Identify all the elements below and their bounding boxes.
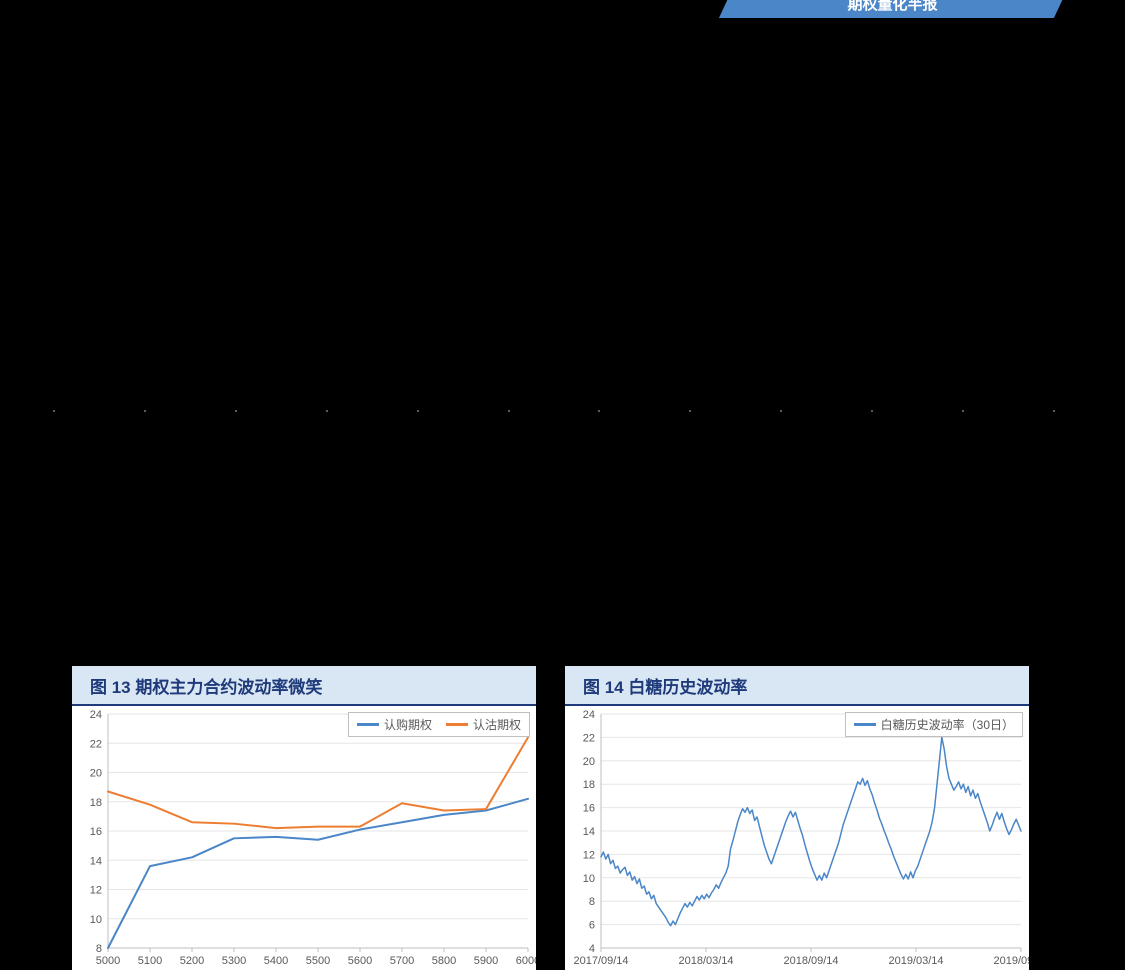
chart14-legend: 白糖历史波动率（30日）: [845, 712, 1023, 737]
svg-text:2019/03/14: 2019/03/14: [888, 955, 943, 967]
svg-text:5600: 5600: [348, 955, 372, 967]
svg-text:8: 8: [589, 896, 595, 908]
page-banner-text: 期权量化半报: [725, 0, 1060, 18]
svg-text:18: 18: [90, 797, 102, 809]
svg-text:2018/09/14: 2018/09/14: [783, 955, 838, 967]
svg-text:18: 18: [583, 779, 595, 791]
chart14-plot: 4 6 8 10 12 14 16 18 20 22 24 2017/09/14 2018/03/14 2…: [565, 706, 1029, 970]
svg-text:6000: 6000: [516, 955, 536, 967]
svg-text:20: 20: [583, 756, 595, 768]
svg-text:5700: 5700: [390, 955, 414, 967]
svg-text:2019/09/14: 2019/09/14: [993, 955, 1029, 967]
svg-text:5900: 5900: [474, 955, 498, 967]
chart13-legend: 认购期权认沽期权: [348, 712, 530, 737]
svg-text:5400: 5400: [264, 955, 288, 967]
svg-text:5200: 5200: [180, 955, 204, 967]
chart13-svg: 8 10 12 14 16 18 20 22 24 5000 5100 5200 5300 5400 550…: [72, 706, 536, 970]
svg-text:5300: 5300: [222, 955, 246, 967]
chart14-svg: 4 6 8 10 12 14 16 18 20 22 24 2017/09/14 2018/03/14 2…: [565, 706, 1029, 970]
svg-text:16: 16: [90, 826, 102, 838]
svg-text:6: 6: [589, 920, 595, 932]
svg-text:22: 22: [90, 738, 102, 750]
hidden-axis-ticks: [53, 410, 1053, 412]
svg-text:20: 20: [90, 768, 102, 780]
svg-text:12: 12: [583, 849, 595, 861]
chart14-panel: 图 14 白糖历史波动率 4 6 8 10 12 14 16 18 20 22 24 2017/09/…: [565, 666, 1029, 970]
svg-text:2017/09/14: 2017/09/14: [573, 955, 628, 967]
chart13-panel: 图 13 期权主力合约波动率微笑 8 10 12 14 16 18 20 22 24 5000 51…: [72, 666, 536, 970]
svg-text:24: 24: [90, 709, 102, 721]
svg-text:5800: 5800: [432, 955, 456, 967]
chart13-plot: 8 10 12 14 16 18 20 22 24 5000 5100 5200 5300 5400 550…: [72, 706, 536, 970]
svg-text:12: 12: [90, 885, 102, 897]
svg-text:24: 24: [583, 709, 595, 721]
svg-text:10: 10: [583, 873, 595, 885]
svg-text:14: 14: [90, 855, 102, 867]
svg-text:8: 8: [96, 943, 102, 955]
svg-text:2018/03/14: 2018/03/14: [678, 955, 733, 967]
svg-text:5500: 5500: [306, 955, 330, 967]
svg-text:14: 14: [583, 826, 595, 838]
svg-text:10: 10: [90, 914, 102, 926]
svg-text:16: 16: [583, 803, 595, 815]
svg-text:4: 4: [589, 943, 595, 955]
chart13-title: 图 13 期权主力合约波动率微笑: [90, 673, 322, 698]
chart14-title: 图 14 白糖历史波动率: [583, 673, 747, 698]
svg-text:22: 22: [583, 732, 595, 744]
svg-text:5000: 5000: [96, 955, 120, 967]
svg-text:5100: 5100: [138, 955, 162, 967]
